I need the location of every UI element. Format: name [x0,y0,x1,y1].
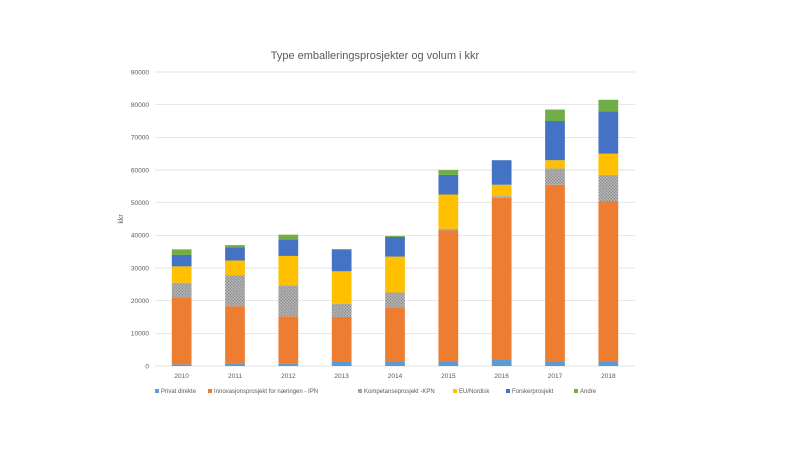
bar-segment [225,260,245,276]
x-tick-label: 2011 [228,373,242,380]
bar-segment [545,361,565,366]
bar-segment [331,250,352,272]
bar-segment [385,236,405,257]
y-tick-label: 80000 [131,102,149,109]
bar-segment [278,234,299,240]
bar-segment [491,184,512,197]
bar-segment [598,361,619,366]
y-tick-label: 30000 [131,265,149,272]
legend-label: Forskerprosjekt [512,389,554,395]
legend-item: Kompetanseprosjekt -KPN [358,389,435,395]
y-tick-label: 70000 [131,135,149,142]
x-tick-label: 2016 [494,373,509,380]
bar-segment [278,255,299,286]
bar-segment [545,121,565,161]
x-tick-label: 2018 [601,373,616,380]
bar-segment [545,160,565,169]
legend-item: Andre [574,389,597,395]
bar-segment [598,99,619,112]
bar-segment [545,109,565,121]
legend-label: Innovasjonsprosjekt for næringen - IPN [214,389,318,395]
bar-segment [491,196,512,198]
bar-segment [171,297,192,365]
bar-segment [545,184,565,362]
bar-segment [438,228,459,231]
bar-segment [385,307,405,362]
legend-label: EU/Nordisk [459,389,490,395]
bar-segment [438,194,459,229]
bar-segment [171,266,192,283]
bar-segment [491,160,512,185]
bar-segment [438,170,459,175]
bar-segment [331,317,352,362]
bar-segment [385,292,405,308]
legend-swatch [453,389,457,393]
bar-segment [278,316,299,364]
bar-segment [385,256,405,293]
y-tick-label: 90000 [131,69,149,76]
y-tick-label: 40000 [131,233,149,240]
legend-swatch [358,389,362,393]
y-tick-label: 10000 [131,331,149,338]
legend-item: EU/Nordisk [453,389,490,395]
bar-segment [278,239,299,256]
legend-label: Andre [580,389,597,395]
y-tick-label: 50000 [131,200,149,207]
bar-segment [598,153,619,175]
bar-segment [331,361,352,366]
bar-segment [225,306,245,364]
y-tick-label: 60000 [131,167,149,174]
bar-segment [171,254,192,267]
bar-segment [225,247,245,261]
legend-item: Innovasjonsprosjekt for næringen - IPN [208,389,318,395]
y-tick-label: 20000 [131,298,149,305]
bar-segment [385,235,405,237]
bar-segment [171,364,192,366]
bar-segment [171,249,192,255]
bar-segment [438,361,459,366]
legend-item: Privat direkte [155,389,197,395]
x-tick-label: 2010 [174,373,189,380]
legend-swatch [574,389,578,393]
x-tick-label: 2012 [281,373,296,380]
bar-segment [278,363,299,366]
bar-segment [598,174,619,202]
bar-segment [171,282,192,298]
legend-swatch [155,389,159,393]
bar-segment [491,197,512,360]
bar-segment [545,168,565,185]
legend-item: Forskerprosjekt [506,389,554,395]
bar-segment [225,275,245,307]
bar-segment [598,201,619,362]
bar-segment [331,271,352,304]
x-tick-label: 2017 [548,373,563,380]
bars [171,99,619,366]
y-tick-label: 0 [145,363,149,370]
chart-title: Type emballeringsprosjekter og volum i k… [271,50,480,62]
x-tick-label: 2013 [334,373,349,380]
bar-segment [225,245,245,248]
legend-label: Privat direkte [161,389,197,395]
x-tick-label: 2015 [441,373,456,380]
bar-segment [331,249,352,251]
bar-segment [331,303,352,317]
bar-segment [491,359,512,366]
bar-segment [438,230,459,362]
legend: Privat direkte Innovasjonsprosjekt for næ… [155,389,597,395]
legend-swatch [506,389,510,393]
bar-segment [598,111,619,154]
bar-segment [385,361,405,366]
tick-labels: 0 10000 20000 30000 40000 50000 60000 70000 8000… [131,69,616,380]
bar-segment [278,285,299,317]
bar-segment [225,363,245,366]
legend-swatch [208,389,212,393]
x-tick-label: 2014 [388,373,403,380]
bar-segment [438,174,459,195]
legend-label: Kompetanseprosjekt -KPN [364,389,435,395]
y-axis-label: kkr [118,214,125,224]
